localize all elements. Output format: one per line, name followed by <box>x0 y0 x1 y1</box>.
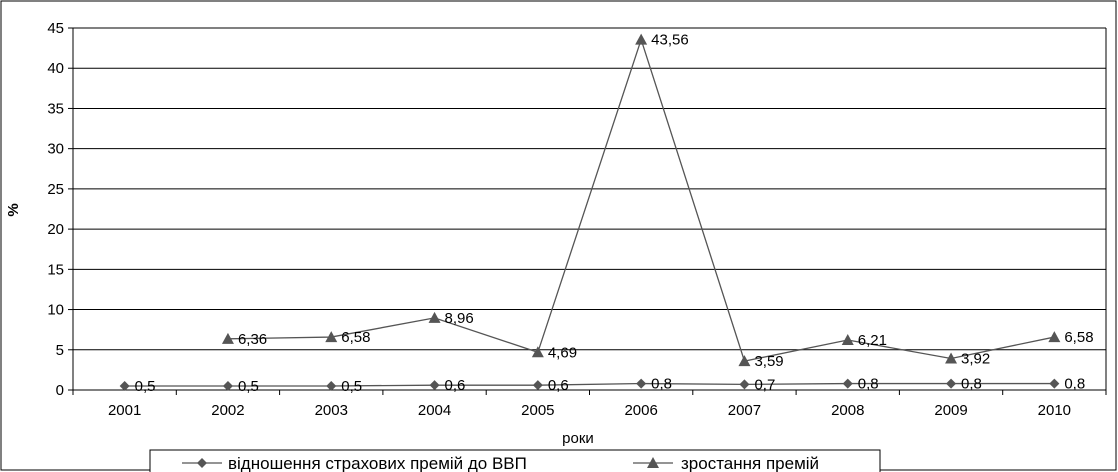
data-label: 0,5 <box>238 378 259 395</box>
series-1: 0,5 0,5 0,5 0,6 0,6 0,8 0,7 0,8 0,8 0,8 <box>119 376 1085 395</box>
y-tick-label: 0 <box>56 382 64 399</box>
data-point-diamond <box>842 378 853 389</box>
data-point-diamond <box>739 379 750 390</box>
x-axis-title: роки <box>562 430 594 447</box>
data-label: 6,21 <box>858 332 887 349</box>
data-point-triangle <box>428 311 441 323</box>
data-label: 4,69 <box>548 344 577 361</box>
data-point-diamond <box>119 380 130 391</box>
data-point-triangle <box>738 355 751 367</box>
data-label: 6,58 <box>1064 329 1093 346</box>
x-tick-label: 2007 <box>728 402 761 419</box>
data-label: 0,8 <box>858 376 879 393</box>
y-tick-label: 25 <box>47 181 64 198</box>
data-label: 0,6 <box>548 377 569 394</box>
data-label: 6,58 <box>341 329 370 346</box>
data-point-diamond <box>1049 378 1060 389</box>
data-label: 0,8 <box>1064 376 1085 393</box>
y-tick-label: 20 <box>47 221 64 238</box>
legend-diamond-marker <box>197 458 207 468</box>
x-tick-label: 2010 <box>1038 402 1071 419</box>
data-label: 0,5 <box>135 378 156 395</box>
y-axis-title: % <box>5 203 22 216</box>
legend: відношення страхових премій до ВВП зрост… <box>149 449 881 472</box>
x-tick-label: 2003 <box>315 402 348 419</box>
x-tick-label: 2006 <box>624 402 657 419</box>
x-tick-label: 2009 <box>934 402 967 419</box>
legend-triangle-marker <box>647 457 659 468</box>
x-tick-label: 2001 <box>108 402 141 419</box>
data-label: 0,6 <box>445 377 466 394</box>
x-axis-ticks: 2001 2002 2003 2004 2005 2006 2007 2008 2009 2010 <box>72 390 1107 419</box>
y-axis-ticks: 0 5 10 15 20 25 30 35 40 45 <box>47 20 73 399</box>
data-point-triangle <box>531 346 544 358</box>
x-tick-label: 2004 <box>418 402 451 419</box>
data-label: 43,56 <box>651 32 689 49</box>
data-point-triangle <box>325 331 338 343</box>
legend-label-ratio: відношення страхових премій до ВВП <box>228 454 527 472</box>
legend-box <box>149 449 881 472</box>
data-point-triangle <box>841 334 854 346</box>
x-tick-label: 2002 <box>211 402 244 419</box>
legend-label-growth: зростання премій <box>681 454 819 472</box>
data-label: 3,59 <box>754 353 783 370</box>
data-point-diamond <box>636 378 647 389</box>
data-point-diamond <box>532 380 543 391</box>
data-point-diamond <box>946 378 957 389</box>
x-tick-label: 2008 <box>831 402 864 419</box>
y-tick-label: 10 <box>47 302 64 319</box>
y-tick-label: 40 <box>47 60 64 77</box>
data-label: 0,7 <box>754 376 775 393</box>
data-label: 0,8 <box>961 376 982 393</box>
data-point-diamond <box>326 380 337 391</box>
data-point-triangle <box>1048 331 1061 343</box>
y-tick-label: 45 <box>47 20 64 37</box>
y-tick-label: 35 <box>47 100 64 117</box>
data-label: 0,5 <box>341 378 362 395</box>
data-point-diamond <box>222 380 233 391</box>
data-point-triangle <box>635 33 648 45</box>
data-point-diamond <box>429 380 440 391</box>
series-line <box>124 382 1055 387</box>
data-label: 0,8 <box>651 376 672 393</box>
series-layer: 0,5 0,5 0,5 0,6 0,6 0,8 0,7 0,8 0,8 0,8 6,36 6,58 8,… <box>119 32 1094 395</box>
data-label: 3,92 <box>961 350 990 367</box>
data-label: 8,96 <box>445 310 474 327</box>
y-tick-label: 30 <box>47 141 64 158</box>
data-label: 6,36 <box>238 331 267 348</box>
y-tick-label: 15 <box>47 261 64 278</box>
series-2: 6,36 6,58 8,96 4,69 43,56 3,59 6,21 3,92 6,58 <box>221 32 1094 370</box>
data-point-triangle <box>221 332 234 344</box>
data-point-triangle <box>945 352 958 364</box>
x-tick-label: 2005 <box>521 402 554 419</box>
y-tick-label: 5 <box>56 342 64 359</box>
